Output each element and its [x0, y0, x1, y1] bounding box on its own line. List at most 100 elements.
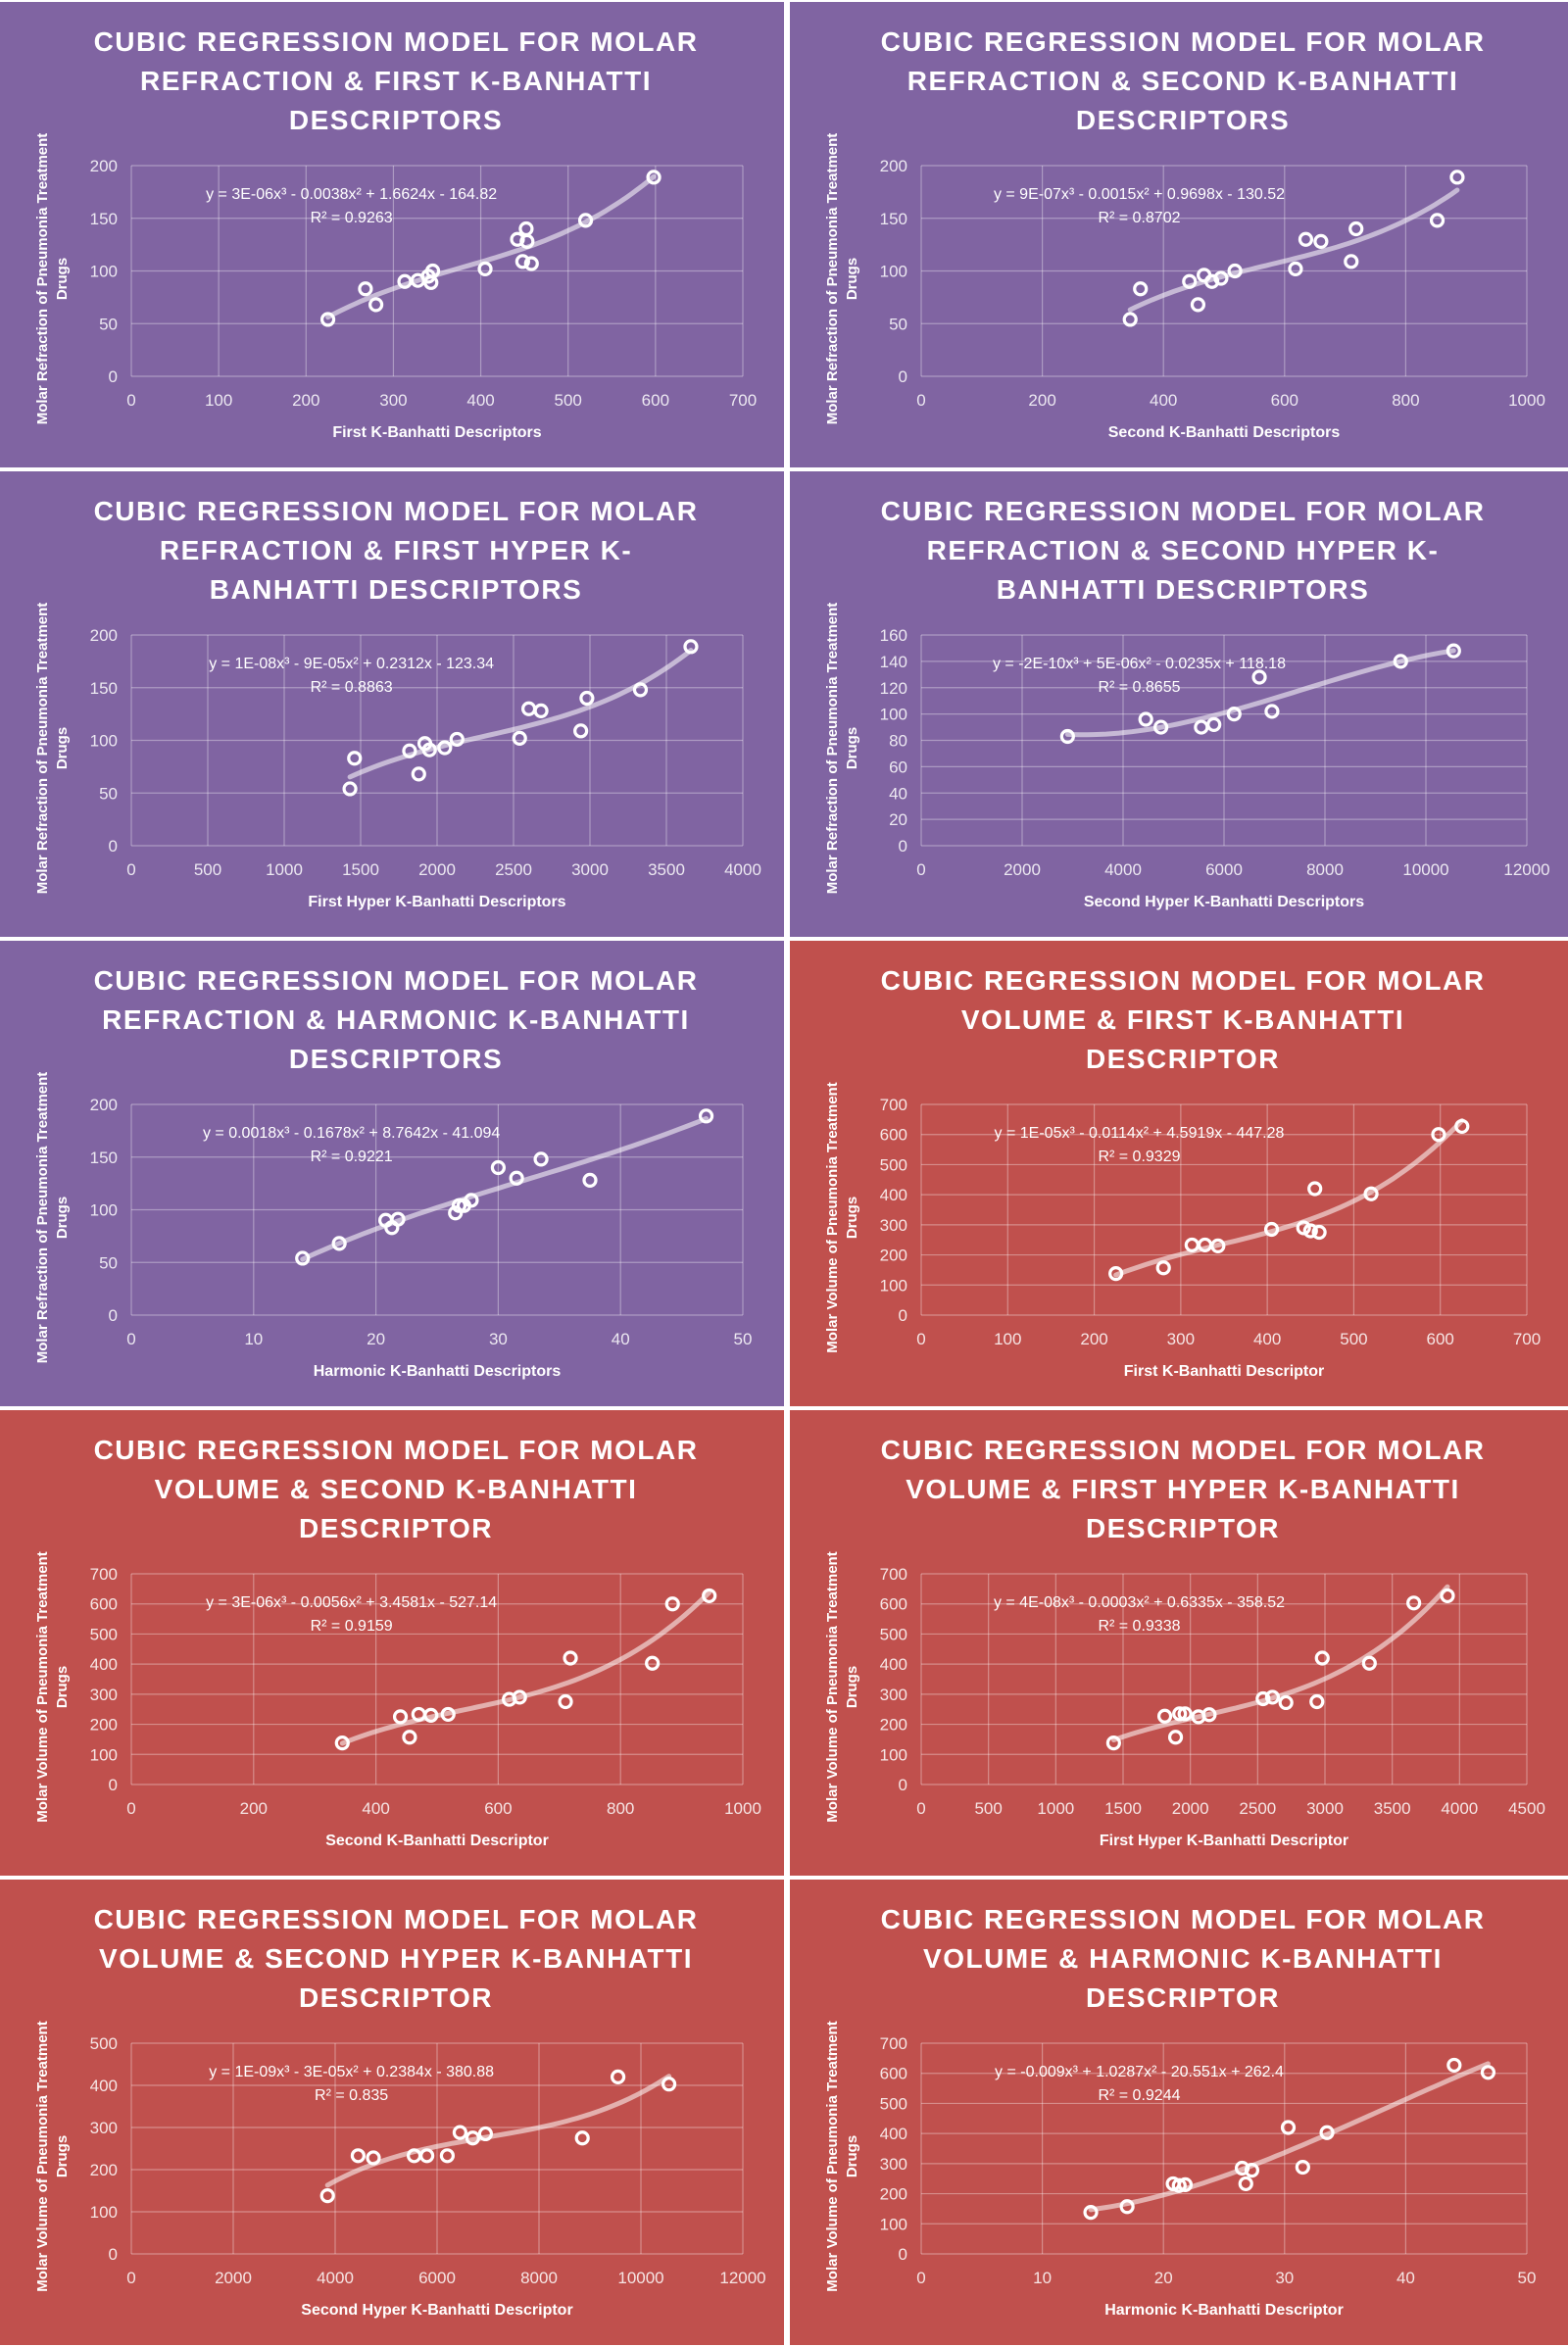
y-tick-label: 100 [90, 1745, 118, 1764]
data-point [1431, 1127, 1446, 1143]
chart-panel-6: CUBIC REGRESSION MODEL FOR MOLAR VOLUME &… [790, 941, 1568, 1406]
y-tick-label: 50 [889, 315, 907, 333]
trendline [1088, 2061, 1491, 2213]
x-tick-label: 4000 [1441, 1799, 1478, 1818]
y-tick-label: 0 [899, 367, 907, 386]
x-tick-label: 1000 [724, 1799, 761, 1818]
data-point [366, 2150, 381, 2166]
x-tick-label: 1500 [342, 860, 379, 879]
chart-panel-8: CUBIC REGRESSION MODEL FOR MOLAR VOLUME &… [790, 1410, 1568, 1876]
y-tick-label: 300 [90, 1686, 118, 1704]
data-point [563, 1650, 578, 1666]
data-point [390, 1211, 406, 1227]
data-point [1406, 1595, 1422, 1611]
y-axis-label: Drugs [54, 1197, 71, 1239]
y-tick-label: 400 [880, 1655, 907, 1674]
regression-equation: y = 0.0018x³ - 0.1678x² + 8.7642x - 41.0… [203, 1125, 500, 1142]
x-tick-label: 400 [1253, 1330, 1281, 1348]
chart-title-line: REFRACTION & HARMONIC K-BANHATTI [102, 1004, 690, 1035]
y-tick-label: 100 [90, 2203, 118, 2222]
x-axis-label: Second K-Banhatti Descriptors [1108, 424, 1341, 441]
y-tick-label: 100 [880, 2215, 907, 2233]
y-tick-label: 50 [99, 784, 118, 803]
data-point [661, 2077, 677, 2092]
x-axis-label: Second Hyper K-Banhatti Descriptor [301, 2302, 572, 2319]
data-point [683, 639, 699, 655]
y-tick-label: 0 [109, 837, 118, 856]
x-tick-label: 8000 [1306, 860, 1344, 879]
x-axis-label: First K-Banhatti Descriptor [1124, 1363, 1324, 1380]
y-tick-label: 300 [880, 1216, 907, 1235]
r-squared-label: R² = 0.9329 [1098, 1149, 1180, 1165]
data-point [1313, 233, 1329, 249]
y-tick-label: 600 [880, 2065, 907, 2083]
x-tick-label: 700 [1513, 1330, 1541, 1348]
data-point [1059, 728, 1075, 745]
chart-panel-7: CUBIC REGRESSION MODEL FOR MOLAR VOLUME &… [0, 1410, 784, 1876]
chart-svg: CUBIC REGRESSION MODEL FOR MOLAR VOLUME &… [34, 1904, 766, 2319]
y-tick-label: 500 [90, 2034, 118, 2053]
chart-svg: CUBIC REGRESSION MODEL FOR MOLAR VOLUME &… [824, 1435, 1545, 1849]
y-tick-label: 700 [880, 1096, 907, 1114]
chart-svg: CUBIC REGRESSION MODEL FOR MOLAR REFRACTI… [34, 26, 757, 441]
x-tick-label: 600 [642, 391, 669, 410]
data-point [1264, 1689, 1281, 1705]
y-tick-label: 100 [880, 1276, 907, 1295]
data-point [1429, 213, 1446, 228]
x-tick-label: 100 [994, 1330, 1021, 1348]
chart-title-line: CUBIC REGRESSION MODEL FOR MOLAR [94, 1435, 699, 1465]
trendline [1127, 187, 1460, 313]
x-tick-label: 1500 [1104, 1799, 1142, 1818]
y-tick-label: 300 [880, 1686, 907, 1704]
data-point [449, 731, 465, 748]
data-point [1295, 2159, 1310, 2176]
chart-title-line: CUBIC REGRESSION MODEL FOR MOLAR [94, 26, 699, 57]
chart-svg: CUBIC REGRESSION MODEL FOR MOLAR REFRACTI… [824, 26, 1545, 441]
data-point [1440, 1588, 1455, 1604]
y-tick-label: 140 [880, 653, 907, 671]
data-point [1363, 1186, 1379, 1201]
x-tick-label: 500 [194, 860, 221, 879]
x-tick-label: 200 [1080, 1330, 1107, 1348]
data-point [319, 312, 336, 327]
x-tick-label: 2000 [1004, 860, 1041, 879]
y-axis-label: Molar Volume of Pneumonia Treatment [34, 2021, 51, 2291]
regression-equation: y = 4E-08x³ - 0.0003x² + 0.6335x - 358.5… [994, 1594, 1285, 1611]
data-point [1244, 2163, 1260, 2178]
y-tick-label: 100 [90, 263, 118, 281]
y-tick-label: 80 [889, 732, 907, 751]
data-point [646, 170, 662, 185]
y-tick-label: 120 [880, 679, 907, 698]
y-axis-label: Drugs [54, 2135, 71, 2177]
y-tick-label: 60 [889, 758, 907, 776]
y-tick-label: 500 [880, 1625, 907, 1643]
data-point [350, 2148, 366, 2164]
x-tick-label: 0 [916, 391, 925, 410]
data-point [510, 231, 525, 247]
data-point [533, 1151, 549, 1167]
data-point [419, 2148, 435, 2164]
y-axis-label: Molar Volume of Pneumonia Treatment [824, 1551, 841, 1822]
r-squared-label: R² = 0.835 [315, 2087, 388, 2104]
y-tick-label: 500 [880, 2094, 907, 2113]
chart-svg: CUBIC REGRESSION MODEL FOR MOLAR VOLUME &… [34, 1435, 761, 1849]
chart-title-line: DESCRIPTOR [1086, 1044, 1280, 1074]
x-tick-label: 50 [734, 1330, 753, 1348]
x-tick-label: 10000 [1402, 860, 1448, 879]
data-point [573, 723, 589, 739]
data-point [632, 682, 649, 698]
x-tick-label: 0 [126, 1330, 135, 1348]
x-tick-label: 200 [240, 1799, 268, 1818]
y-axis-label: Drugs [54, 727, 71, 769]
data-point [1190, 297, 1206, 313]
x-tick-label: 2000 [1172, 1799, 1209, 1818]
y-tick-label: 400 [880, 2125, 907, 2143]
y-tick-label: 20 [889, 810, 907, 829]
y-axis-label: Molar Refraction of Pneumonia Treatment [34, 133, 51, 425]
data-point [347, 751, 363, 766]
data-point [645, 1655, 661, 1671]
data-point [1083, 2205, 1099, 2221]
data-point [402, 1730, 417, 1745]
data-point [1226, 707, 1242, 722]
